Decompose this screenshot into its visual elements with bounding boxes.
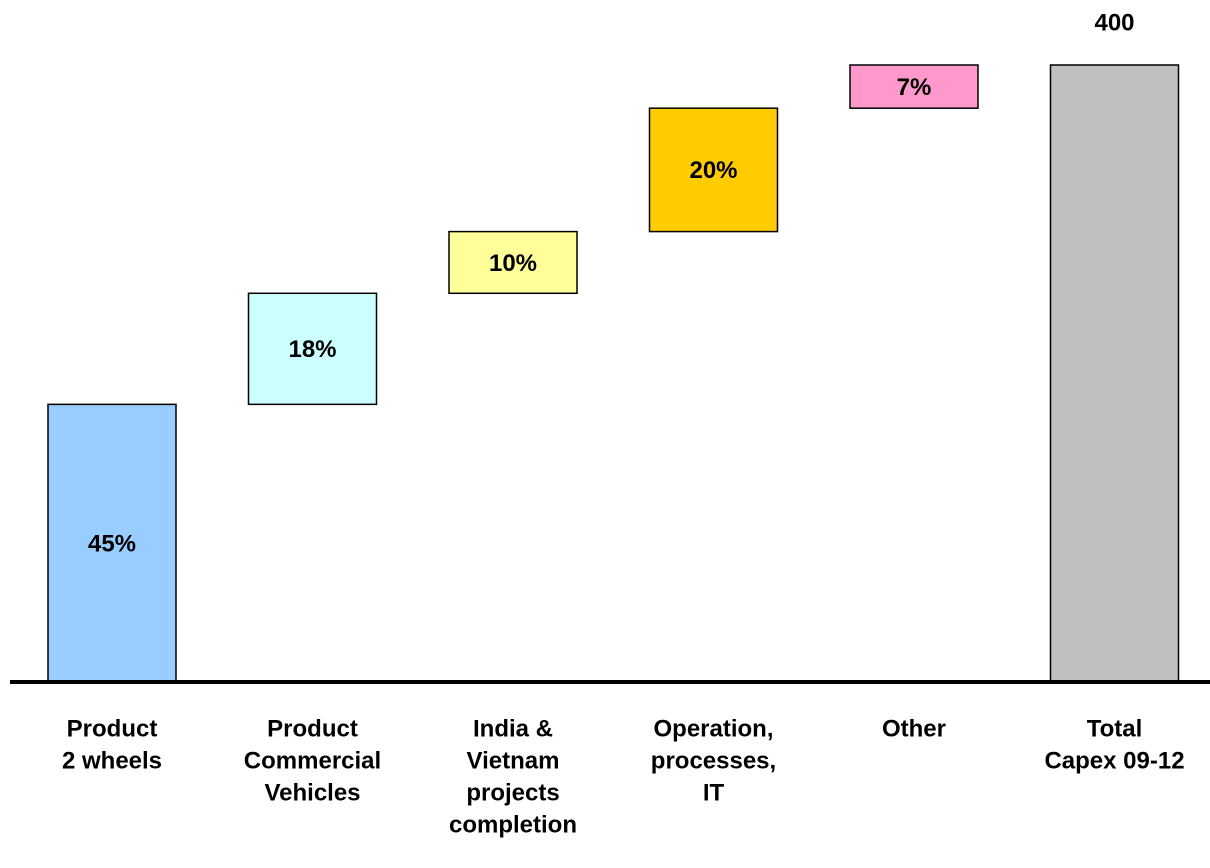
data-label: 20% — [689, 157, 737, 184]
x-tick-label: processes, — [651, 747, 776, 774]
x-tick-label: Vehicles — [264, 779, 360, 806]
x-tick-label: projects — [466, 779, 559, 806]
bar — [47, 403, 177, 683]
total-bar — [1049, 64, 1180, 683]
bar — [648, 107, 779, 233]
x-tick-label: IT — [703, 779, 725, 806]
x-tick-label: Product — [67, 715, 158, 742]
x-tick-label: 2 wheels — [62, 747, 162, 774]
x-tick-label: Commercial — [244, 747, 381, 774]
data-label: 10% — [489, 250, 537, 277]
x-tick-label: Vietnam — [467, 747, 560, 774]
x-tick-label: Capex 09-12 — [1044, 747, 1184, 774]
data-label: 7% — [897, 74, 932, 101]
bar — [448, 230, 578, 295]
x-tick-label: Operation, — [653, 715, 773, 742]
x-tick-label: completion — [449, 811, 577, 838]
x-tick-label: Total — [1087, 715, 1143, 742]
data-label: 18% — [288, 336, 336, 363]
x-tick-label: India & — [473, 715, 553, 742]
bar — [849, 64, 979, 109]
x-tick-label: Product — [267, 715, 358, 742]
total-label: 400 — [1094, 9, 1134, 36]
x-tick-label: Other — [882, 715, 946, 742]
data-label: 45% — [88, 531, 136, 558]
bar — [247, 292, 378, 406]
